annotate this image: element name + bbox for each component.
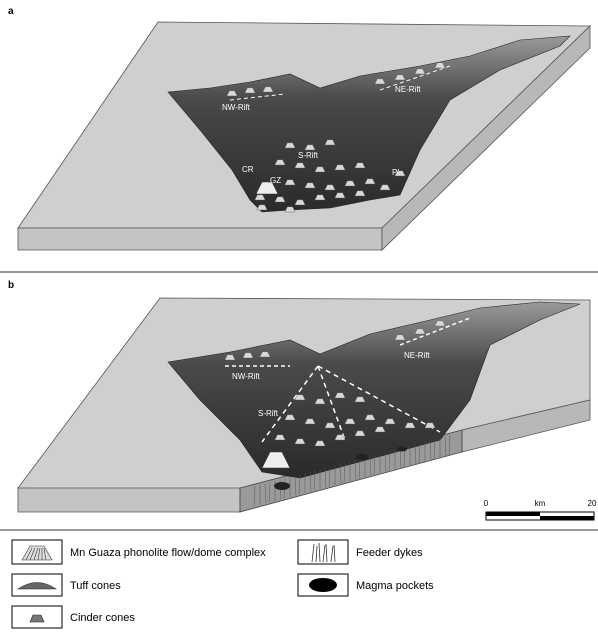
panel-letter: b [8, 280, 14, 291]
scale-unit: km [535, 499, 546, 508]
rift-label: S-Rift [298, 151, 319, 160]
magma-pocket [356, 454, 368, 460]
magma-pocket [274, 482, 290, 490]
rift-label: S-Rift [258, 409, 279, 418]
legend-icon [309, 578, 337, 592]
legend-label: Tuff cones [70, 580, 121, 592]
scale-end: 20 [588, 499, 597, 508]
legend: Mn Guaza phonolite flow/dome complex Tuf… [12, 540, 434, 628]
rift-label: NE-Rift [395, 85, 422, 94]
legend-label: Feeder dykes [356, 547, 423, 559]
legend-label: Cinder cones [70, 612, 135, 624]
panel-letter: a [8, 6, 14, 17]
page: { "panel_a": { "letter": "a", "labels": … [0, 0, 598, 636]
scale-bar: 0 km 20 [484, 499, 597, 520]
block-front [18, 488, 240, 512]
scale-segment [540, 516, 594, 520]
legend-label: Mn Guaza phonolite flow/dome complex [70, 547, 266, 559]
figure: a NW-Rift NE-Rift S-Rift CR GZ PL b NW-R… [0, 0, 598, 636]
scale-segment [486, 512, 540, 516]
magma-pocket [397, 447, 407, 452]
rift-label: NE-Rift [404, 351, 431, 360]
block-front [18, 228, 382, 250]
rift-label: NW-Rift [232, 372, 261, 381]
legend-label: Magma pockets [356, 580, 434, 592]
rift-label: NW-Rift [222, 103, 251, 112]
site-label: CR [242, 165, 254, 174]
scale-start: 0 [484, 499, 489, 508]
